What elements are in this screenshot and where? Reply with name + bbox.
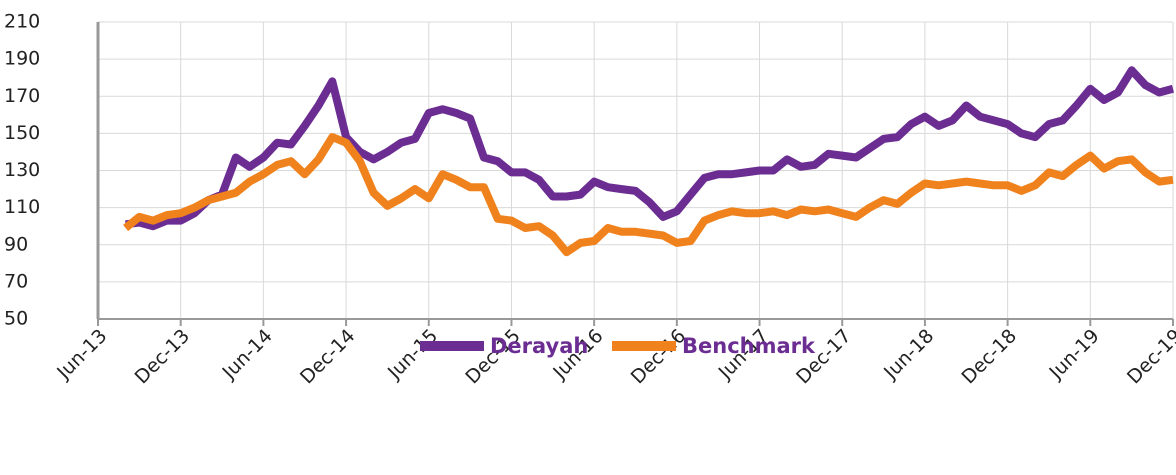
x-tick-label: Dec-13: [131, 325, 195, 389]
x-tick-label: Jun-19: [1045, 325, 1104, 384]
legend-label: Derayah: [490, 334, 588, 358]
x-tick-label: Dec-14: [296, 325, 360, 389]
y-tick-label: 150: [4, 122, 40, 144]
y-tick-label: 70: [4, 270, 28, 292]
x-tick-label: Jun-14: [218, 325, 277, 384]
series-line: [123, 133, 1174, 257]
x-tick-label: Jun-13: [52, 325, 111, 384]
y-tick-label: 130: [4, 159, 40, 181]
y-tick-label: 170: [4, 85, 40, 107]
y-tick-label: 190: [4, 48, 40, 70]
legend-swatch: [612, 341, 676, 351]
series-line: [125, 66, 1175, 231]
x-tick-label: Dec-18: [958, 325, 1022, 389]
legend-label: Benchmark: [682, 334, 816, 358]
x-tick-label: Dec-16: [627, 325, 691, 389]
legend-swatch: [420, 341, 484, 351]
y-tick-label: 50: [4, 308, 28, 330]
y-tick-label: 210: [4, 11, 40, 33]
x-tick-label: Jun-18: [879, 325, 938, 384]
x-tick-label: Dec-19: [1123, 325, 1176, 389]
y-tick-label: 90: [4, 233, 28, 255]
x-tick-label: Jun-15: [383, 325, 442, 384]
y-tick-label: 110: [4, 196, 40, 218]
